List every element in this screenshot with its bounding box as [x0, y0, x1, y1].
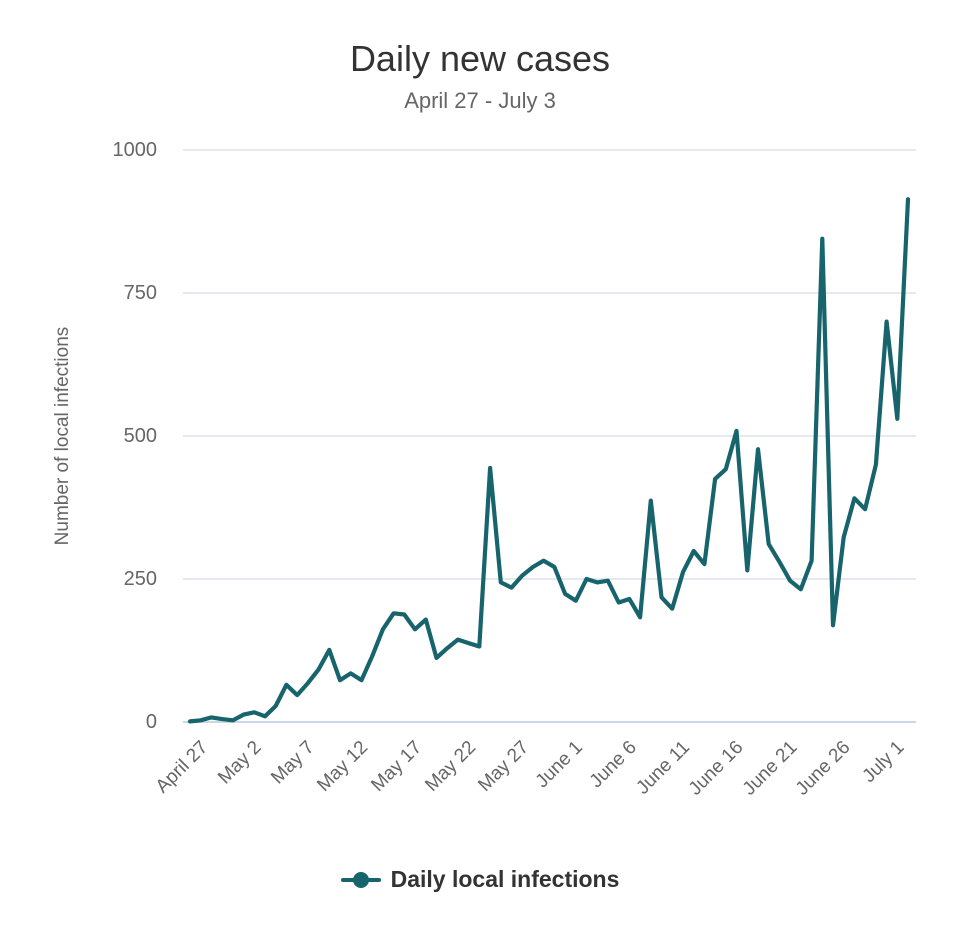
legend-label: Daily local infections — [390, 866, 620, 892]
page-title: Daily new cases — [349, 38, 611, 79]
y-tick-label-0: 0 — [145, 711, 157, 733]
chart-subtitle: April 27 - July 3 — [404, 88, 556, 113]
y-tick-label-750: 750 — [123, 282, 157, 304]
series-line[interactable] — [187, 197, 911, 724]
y-tick-label-500: 500 — [123, 425, 157, 447]
series-marker-icon — [340, 871, 381, 889]
y-tick-label-1000: 1000 — [112, 139, 158, 161]
y-tick-label-250: 250 — [123, 568, 157, 590]
legend-item-daily-local-infections[interactable]: Daily local infections — [340, 866, 620, 893]
legend: Daily local infections — [0, 866, 960, 893]
legend-dot-icon — [352, 871, 369, 888]
